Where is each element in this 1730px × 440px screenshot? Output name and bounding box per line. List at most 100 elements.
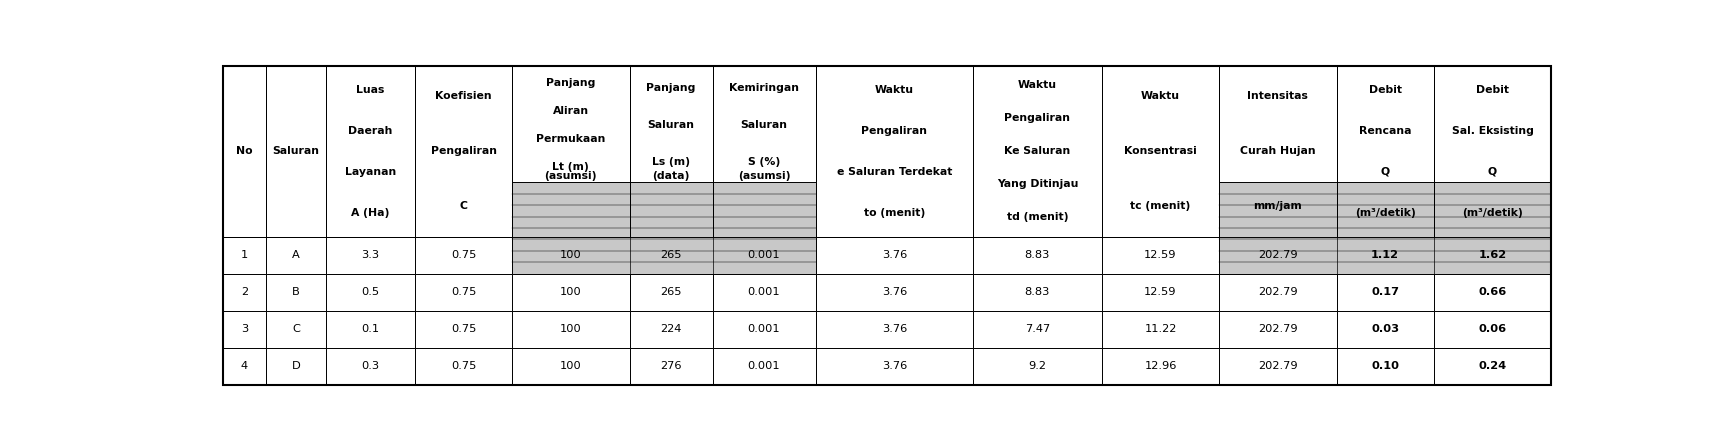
Bar [325, 66, 415, 237]
Text: 12.96: 12.96 [1144, 361, 1176, 371]
Bar [713, 274, 815, 311]
Bar [325, 348, 415, 385]
Bar [266, 66, 325, 237]
Text: 0.03: 0.03 [1370, 324, 1398, 334]
Text: 224: 224 [659, 324, 682, 334]
Text: 202.79: 202.79 [1258, 250, 1298, 260]
Bar [1218, 182, 1550, 274]
Text: Saluran: Saluran [272, 146, 320, 156]
Bar [630, 274, 713, 311]
Text: 0.75: 0.75 [450, 324, 476, 334]
Bar [630, 66, 713, 237]
Bar [1432, 348, 1550, 385]
Text: 0.5: 0.5 [362, 287, 379, 297]
Bar [713, 237, 815, 274]
Bar [266, 274, 325, 311]
Text: 0.24: 0.24 [1477, 361, 1505, 371]
Text: 100: 100 [559, 287, 581, 297]
Text: 0.1: 0.1 [362, 324, 379, 334]
Bar [1432, 274, 1550, 311]
Bar [1102, 237, 1218, 274]
Bar [815, 311, 972, 348]
Text: tc (menit): tc (menit) [1130, 201, 1190, 211]
Text: Ke Saluran: Ke Saluran [1003, 146, 1069, 156]
Bar [512, 237, 630, 274]
Bar [223, 66, 266, 237]
Bar [1218, 311, 1336, 348]
Bar [223, 274, 266, 311]
Text: 3.76: 3.76 [881, 361, 907, 371]
Text: (m³/detik): (m³/detik) [1462, 208, 1522, 218]
Text: Panjang: Panjang [547, 78, 595, 88]
Bar [972, 274, 1102, 311]
Bar [1336, 274, 1432, 311]
Bar [223, 66, 266, 237]
Text: Panjang: Panjang [645, 83, 695, 93]
Text: C: C [292, 324, 299, 334]
Bar [512, 66, 630, 237]
Text: 0.3: 0.3 [362, 361, 379, 371]
Text: (asumsi): (asumsi) [545, 171, 597, 181]
Text: B: B [292, 287, 299, 297]
Bar [415, 66, 512, 237]
Text: No: No [235, 146, 253, 156]
Text: 0.75: 0.75 [450, 250, 476, 260]
Text: 3.76: 3.76 [881, 324, 907, 334]
Text: 1.62: 1.62 [1477, 250, 1505, 260]
Bar [415, 348, 512, 385]
Bar [1432, 237, 1550, 274]
Bar [1218, 274, 1336, 311]
Bar [713, 66, 815, 237]
Text: 100: 100 [559, 250, 581, 260]
Text: Aliran: Aliran [552, 106, 588, 116]
Text: Koefisien: Koefisien [434, 92, 491, 102]
Text: C: C [458, 201, 467, 211]
Text: 8.83: 8.83 [1024, 250, 1050, 260]
Bar [266, 66, 325, 237]
Text: 7.47: 7.47 [1024, 324, 1050, 334]
Bar [512, 182, 815, 274]
Text: Waktu: Waktu [1140, 92, 1180, 102]
Text: Curah Hujan: Curah Hujan [1239, 146, 1315, 156]
Text: 1.12: 1.12 [1370, 250, 1398, 260]
Bar [630, 237, 713, 274]
Text: Q: Q [1488, 167, 1496, 177]
Bar [1218, 348, 1336, 385]
Bar [325, 274, 415, 311]
Bar [1336, 66, 1432, 237]
Bar [512, 348, 630, 385]
Text: Daerah: Daerah [348, 126, 393, 136]
Text: Ls (m): Ls (m) [652, 157, 690, 167]
Text: 12.59: 12.59 [1144, 287, 1176, 297]
Text: 0.17: 0.17 [1370, 287, 1398, 297]
Text: D: D [292, 361, 301, 371]
Bar [815, 274, 972, 311]
Bar [1102, 274, 1218, 311]
Text: 0.001: 0.001 [747, 324, 780, 334]
Text: 202.79: 202.79 [1258, 361, 1298, 371]
Text: 12.59: 12.59 [1144, 250, 1176, 260]
Text: Saluran: Saluran [740, 120, 787, 130]
Bar [1432, 66, 1550, 237]
Bar [1218, 66, 1336, 237]
Text: 1: 1 [240, 250, 247, 260]
Text: 2: 2 [240, 287, 247, 297]
Bar [1218, 66, 1336, 237]
Text: Pengaliran: Pengaliran [862, 126, 927, 136]
Bar [266, 348, 325, 385]
Text: Waktu: Waktu [874, 84, 913, 95]
Text: to (menit): to (menit) [863, 208, 924, 218]
Bar [1102, 66, 1218, 237]
Text: 8.83: 8.83 [1024, 287, 1050, 297]
Text: Layanan: Layanan [344, 167, 396, 177]
Bar [972, 66, 1102, 237]
Bar [223, 348, 266, 385]
Bar [630, 311, 713, 348]
Text: A (Ha): A (Ha) [351, 208, 389, 218]
Text: Debit: Debit [1476, 84, 1509, 95]
Text: mm/jam: mm/jam [1253, 201, 1301, 211]
Text: S (%): S (%) [747, 157, 780, 167]
Text: 0.10: 0.10 [1370, 361, 1398, 371]
Text: 100: 100 [559, 324, 581, 334]
Text: 9.2: 9.2 [1028, 361, 1047, 371]
